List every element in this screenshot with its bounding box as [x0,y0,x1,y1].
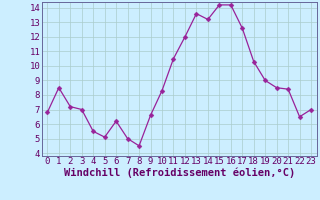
X-axis label: Windchill (Refroidissement éolien,°C): Windchill (Refroidissement éolien,°C) [64,168,295,178]
